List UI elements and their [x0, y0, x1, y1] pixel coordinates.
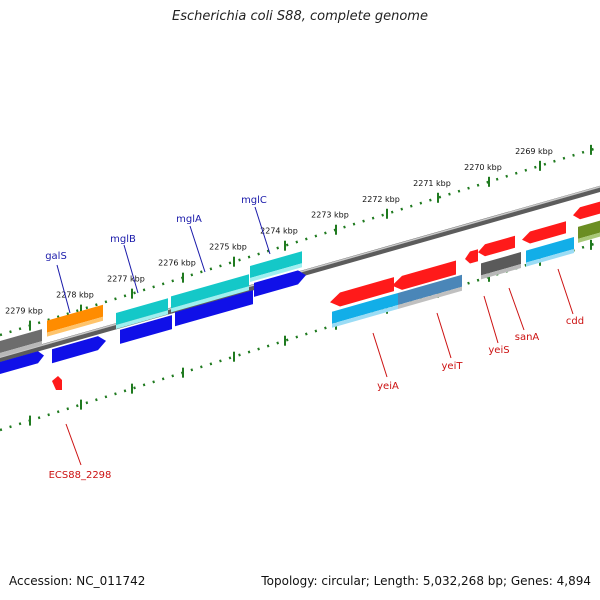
scale-label: 2274 kbp [260, 227, 298, 236]
gene-block-mglC[interactable] [250, 251, 302, 282]
gene-block[interactable] [526, 236, 574, 267]
gene-block-cdd[interactable] [522, 221, 566, 245]
gene-block-mglB[interactable] [116, 298, 168, 330]
gene-block[interactable] [573, 200, 600, 221]
gene-block[interactable] [578, 218, 600, 243]
scale-label: 2271 kbp [413, 179, 451, 188]
gene-block[interactable] [175, 290, 253, 327]
scale-label: 2270 kbp [464, 163, 502, 172]
gene-block[interactable] [120, 315, 172, 344]
gene-block-galS[interactable] [47, 304, 103, 337]
scale-label: 2272 kbp [362, 195, 400, 204]
gene-block-ECS88_2298[interactable] [52, 376, 62, 390]
gene-block-sanA[interactable] [478, 235, 515, 259]
gene-label-yeiS: yeiS [488, 345, 509, 356]
gene-label-galS: galS [45, 251, 67, 262]
gene-block-mglA[interactable] [171, 274, 249, 313]
accession-text: Accession: NC_011742 [9, 574, 146, 588]
scale-label: 2273 kbp [311, 211, 349, 220]
label-leaders [56, 206, 574, 466]
scale-label: 2276 kbp [158, 259, 196, 268]
scale-label: 2279 kbp [5, 307, 43, 316]
scale-label: 2277 kbp [107, 275, 145, 284]
map-title: Escherichia coli S88, complete genome [172, 9, 428, 24]
gene-block[interactable] [52, 334, 106, 364]
gene-block-yeiT[interactable] [392, 260, 456, 292]
gene-label-mglA: mglA [176, 214, 202, 225]
gene-block[interactable] [254, 268, 306, 297]
gene-track [0, 200, 600, 390]
gene-label-yeiT: yeiT [442, 361, 464, 372]
genome-summary-text: Topology: circular; Length: 5,032,268 bp… [261, 574, 591, 588]
scale-label: 2275 kbp [209, 243, 247, 252]
ruler-ticks [29, 144, 592, 426]
gene-label-cdd: cdd [566, 316, 584, 327]
gene-label-mglC: mglC [241, 195, 267, 206]
gene-block[interactable] [0, 329, 42, 359]
gene-label-yeiA: yeiA [377, 381, 399, 392]
scale-labels: 2269 kbp 2270 kbp 2271 kbp 2272 kbp 2273 kbp… [5, 147, 553, 316]
gene-label-mglB: mglB [110, 234, 136, 245]
gene-block[interactable] [398, 274, 462, 309]
scale-label: 2269 kbp [515, 147, 553, 156]
scale-label: 2278 kbp [56, 291, 94, 300]
gene-label-sanA: sanA [515, 332, 540, 343]
gene-block[interactable] [481, 252, 521, 280]
gene-block[interactable] [332, 292, 398, 328]
gene-label-ECS88_2298: ECS88_2298 [49, 470, 112, 481]
gene-block-yeiS[interactable] [465, 249, 478, 265]
gene-block-yeiA[interactable] [330, 277, 394, 309]
gene-block[interactable] [0, 350, 44, 376]
